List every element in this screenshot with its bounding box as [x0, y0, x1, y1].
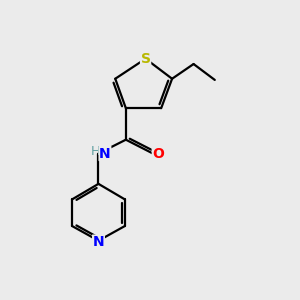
Text: H: H — [91, 145, 100, 158]
Text: O: O — [152, 146, 164, 161]
Text: N: N — [99, 146, 111, 161]
Text: N: N — [93, 235, 104, 249]
Text: S: S — [141, 52, 151, 66]
